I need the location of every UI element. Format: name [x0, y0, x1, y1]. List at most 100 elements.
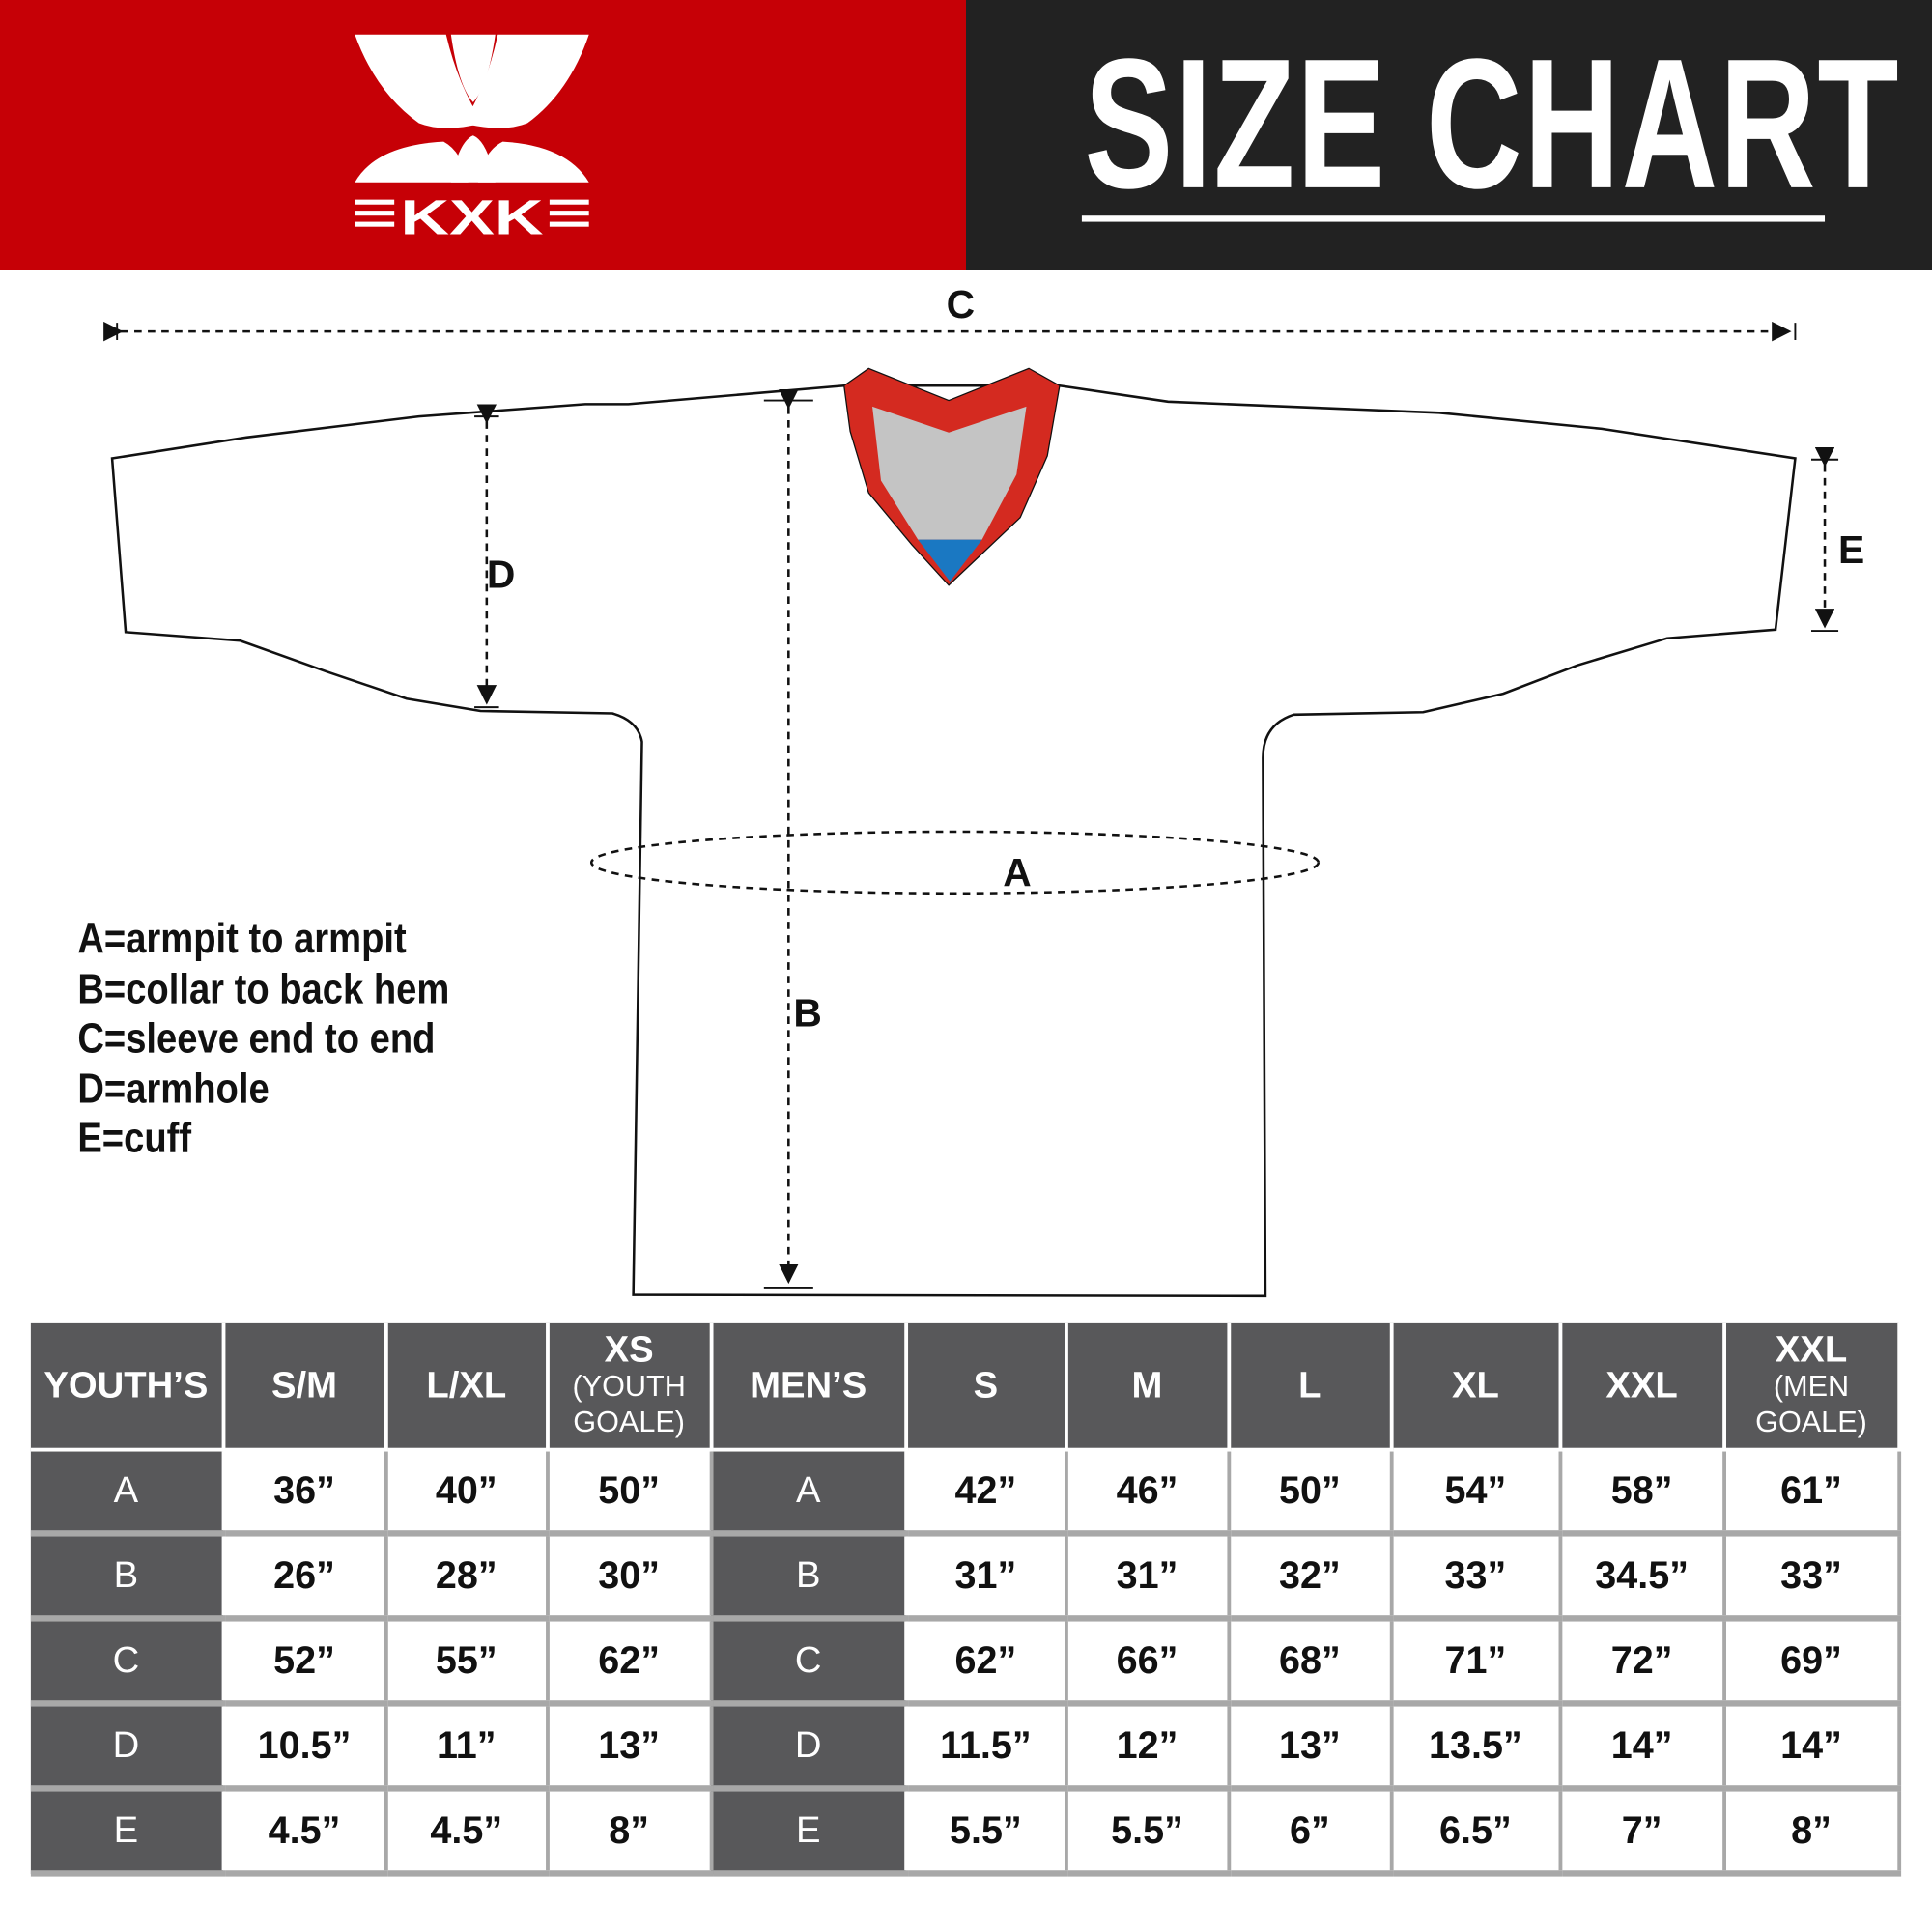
youth-header: YOUTH’S — [30, 1322, 225, 1452]
men-value: 14” — [1559, 1703, 1726, 1792]
men-value: 31” — [905, 1533, 1068, 1622]
header-label: L/XL — [426, 1364, 507, 1406]
men-size-header: XL — [1391, 1322, 1562, 1452]
men-size-header: L — [1228, 1322, 1393, 1452]
label-b: B — [793, 990, 822, 1036]
men-value: 68” — [1228, 1618, 1393, 1707]
header-label: XXL — [1775, 1328, 1848, 1370]
youth-size-header: XS (YOUTH GOALE) — [547, 1322, 713, 1452]
row-label: E — [710, 1788, 908, 1877]
youth-value: 4.5” — [222, 1788, 388, 1877]
men-value: 32” — [1228, 1533, 1393, 1622]
men-size-header: M — [1065, 1322, 1231, 1452]
men-value: 11.5” — [905, 1703, 1068, 1792]
youth-value: 52” — [222, 1618, 388, 1707]
youth-value: 30” — [547, 1533, 713, 1622]
logo-wordmark: KXK — [401, 189, 544, 244]
men-value: 33” — [1723, 1533, 1901, 1622]
dimension-a-loop — [589, 830, 1321, 895]
header-label: M — [1131, 1364, 1163, 1406]
youth-value: 62” — [547, 1618, 713, 1707]
table-header-row: YOUTH’S S/M L/XL XS (YOUTH GOALE) MEN’S S M L XL X… — [30, 1322, 1901, 1452]
header-sublabel: (YOUTH GOALE) — [572, 1369, 686, 1439]
men-value: 69” — [1723, 1618, 1901, 1707]
men-size-header: XXL (MEN GOALE) — [1723, 1322, 1901, 1452]
collar-tag — [918, 539, 982, 582]
header-label: L — [1298, 1364, 1321, 1406]
header-label: YOUTH’S — [43, 1364, 209, 1406]
men-value: 13” — [1228, 1703, 1393, 1792]
jersey-diagram — [103, 321, 1839, 1298]
row-label: E — [30, 1788, 225, 1877]
youth-value: 10.5” — [222, 1703, 388, 1792]
men-value: 6.5” — [1391, 1788, 1562, 1877]
men-value: 72” — [1559, 1618, 1726, 1707]
row-label: C — [30, 1618, 225, 1707]
youth-size-header: L/XL — [385, 1322, 550, 1452]
size-table: YOUTH’S S/M L/XL XS (YOUTH GOALE) MEN’S S M L XL X… — [30, 1322, 1901, 1877]
youth-value: 40” — [385, 1449, 550, 1537]
youth-value: 11” — [385, 1703, 550, 1792]
men-value: 71” — [1391, 1618, 1562, 1707]
men-value: 8” — [1723, 1788, 1901, 1877]
header-label: XL — [1451, 1364, 1499, 1406]
youth-value: 13” — [547, 1703, 713, 1792]
men-value: 66” — [1065, 1618, 1231, 1707]
title-underline — [1081, 215, 1826, 222]
collar-inner — [872, 406, 1027, 540]
men-value: 62” — [905, 1618, 1068, 1707]
men-value: 58” — [1559, 1449, 1726, 1537]
legend-item: B=collar to back hem — [77, 965, 450, 1012]
youth-value: 26” — [222, 1533, 388, 1622]
row-label: A — [30, 1449, 225, 1537]
row-label: A — [710, 1449, 908, 1537]
men-value: 14” — [1723, 1703, 1901, 1792]
table-row: C 52” 55” 62” C 62” 66” 68” 71” 72” 69” — [30, 1618, 1901, 1707]
legend-item: C=sleeve end to end — [77, 1015, 436, 1063]
header-label: XS — [604, 1328, 654, 1370]
men-value: 7” — [1559, 1788, 1726, 1877]
header-label: MEN’S — [750, 1364, 867, 1406]
header-label: XXL — [1605, 1364, 1678, 1406]
youth-value: 8” — [547, 1788, 713, 1877]
men-value: 12” — [1065, 1703, 1231, 1792]
header-label: S — [973, 1364, 999, 1406]
men-value: 46” — [1065, 1449, 1231, 1537]
label-e: E — [1838, 526, 1865, 572]
men-value: 31” — [1065, 1533, 1231, 1622]
row-label: D — [30, 1703, 225, 1792]
men-value: 54” — [1391, 1449, 1562, 1537]
youth-value: 28” — [385, 1533, 550, 1622]
header-sublabel: (MEN GOALE) — [1755, 1369, 1867, 1439]
table-row: E 4.5” 4.5” 8” E 5.5” 5.5” 6” 6.5” 7” 8” — [30, 1788, 1901, 1877]
row-label: B — [710, 1533, 908, 1622]
youth-size-header: S/M — [222, 1322, 388, 1452]
men-value: 34.5” — [1559, 1533, 1726, 1622]
youth-value: 55” — [385, 1618, 550, 1707]
men-value: 5.5” — [905, 1788, 1068, 1877]
label-d: D — [486, 552, 516, 597]
label-c: C — [946, 282, 976, 327]
men-value: 61” — [1723, 1449, 1901, 1537]
men-value: 50” — [1228, 1449, 1393, 1537]
men-value: 33” — [1391, 1533, 1562, 1622]
row-label: D — [710, 1703, 908, 1792]
row-label: B — [30, 1533, 225, 1622]
legend-item: A=armpit to armpit — [77, 915, 407, 963]
table-row: B 26” 28” 30” B 31” 31” 32” 33” 34.5” 33” — [30, 1533, 1901, 1622]
brand-banner: KXK — [0, 0, 966, 270]
measurement-legend: A=armpit to armpit B=collar to back hem … — [77, 914, 499, 1163]
men-value: 5.5” — [1065, 1788, 1231, 1877]
men-value: 6” — [1228, 1788, 1393, 1877]
jersey-outline — [110, 384, 1797, 1298]
title-banner — [965, 0, 1932, 270]
youth-value: 4.5” — [385, 1788, 550, 1877]
legend-item: D=armhole — [77, 1065, 270, 1113]
kxk-logo: KXK — [355, 34, 589, 244]
men-size-header: XXL — [1559, 1322, 1726, 1452]
header-label: S/M — [271, 1364, 338, 1406]
row-label: C — [710, 1618, 908, 1707]
label-a: A — [1003, 850, 1032, 895]
men-header: MEN’S — [710, 1322, 908, 1452]
youth-value: 50” — [547, 1449, 713, 1537]
